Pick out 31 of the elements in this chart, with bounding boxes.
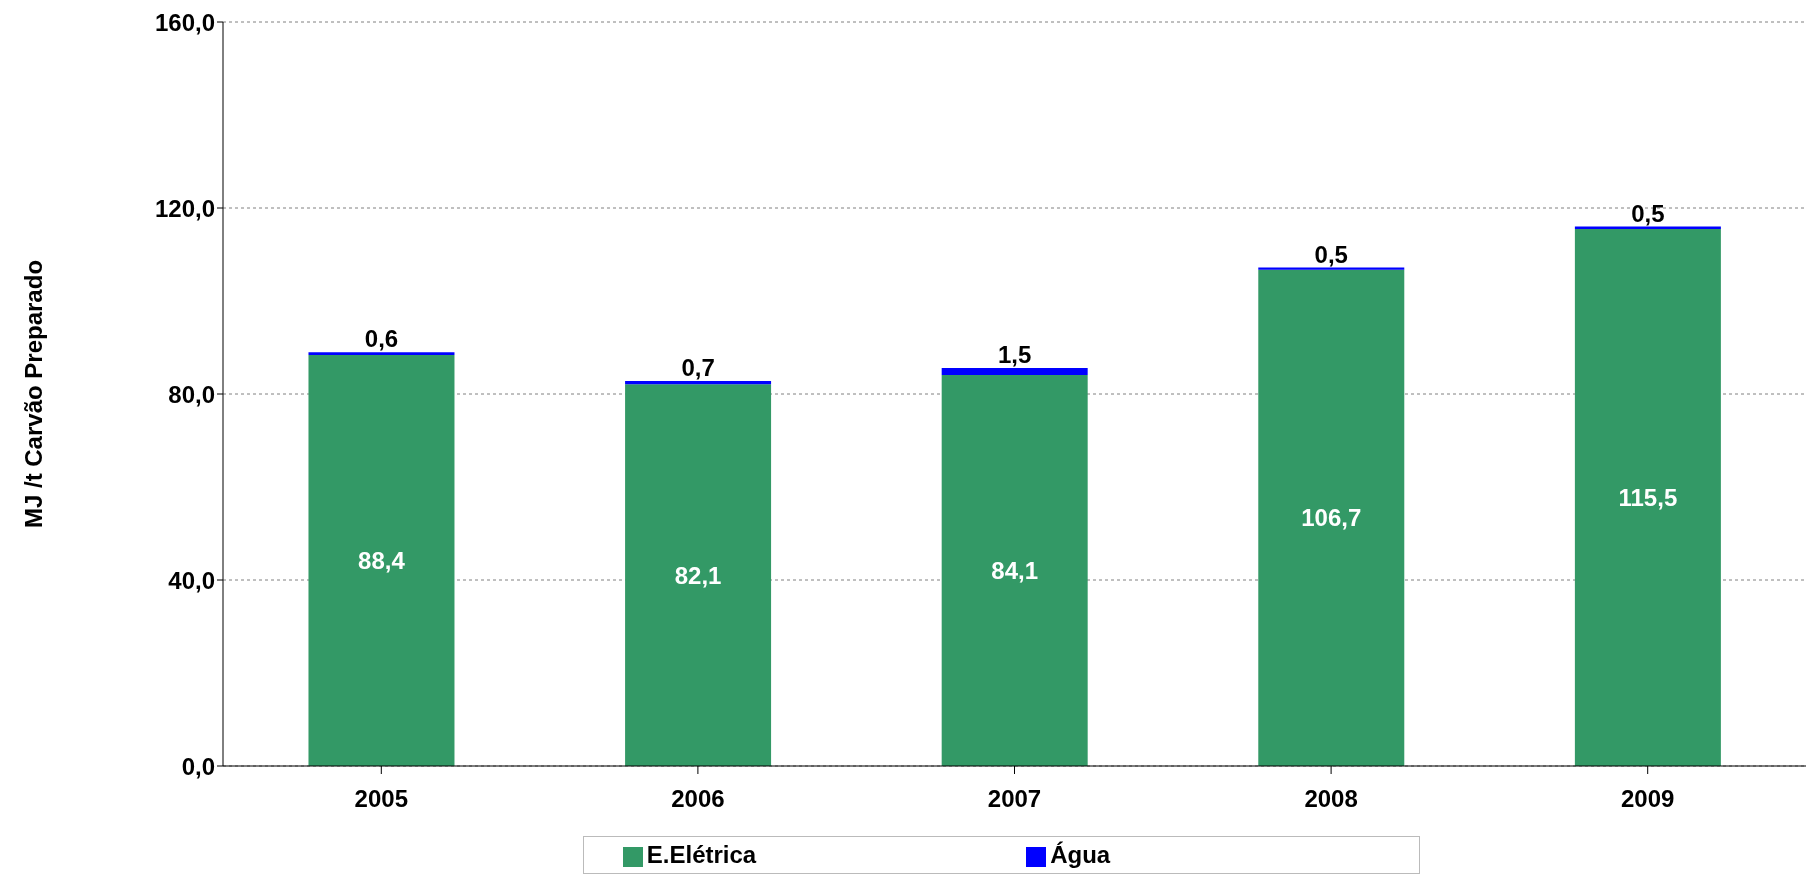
data-label: 88,4 (358, 546, 406, 574)
data-label: 0,7 (681, 353, 715, 381)
bar (1574, 228, 1721, 766)
data-label: 0,5 (1314, 240, 1348, 268)
x-tick-label: 2006 (671, 785, 725, 813)
bar (308, 354, 455, 766)
bar (941, 374, 1088, 766)
x-tick-label: 2005 (354, 785, 408, 813)
data-label: 115,5 (1618, 483, 1678, 511)
bar (625, 384, 772, 766)
bar (308, 352, 455, 355)
legend-label: Água (1050, 841, 1111, 868)
bar (625, 380, 772, 385)
bar (1258, 269, 1405, 766)
y-tick-label: 80,0 (168, 380, 215, 408)
y-tick-label: 160,0 (154, 8, 215, 36)
legend-label: E.Elétrica (646, 841, 757, 868)
data-label: 0,6 (364, 325, 399, 353)
y-tick-label: 0,0 (181, 752, 215, 780)
data-label: 84,1 (991, 556, 1039, 584)
bar (941, 367, 1088, 375)
y-tick-label: 120,0 (154, 194, 215, 222)
x-tick-label: 2007 (987, 785, 1042, 813)
data-label: 82,1 (674, 561, 722, 589)
x-tick-label: 2008 (1304, 785, 1358, 813)
x-tick-label: 2009 (1621, 785, 1675, 813)
data-label: 1,5 (997, 340, 1032, 368)
data-label: 0,5 (1631, 199, 1665, 227)
y-axis-title: MJ /t Carvão Preparado (19, 259, 47, 529)
data-label: 106,7 (1301, 504, 1362, 532)
y-tick-label: 40,0 (168, 566, 215, 594)
